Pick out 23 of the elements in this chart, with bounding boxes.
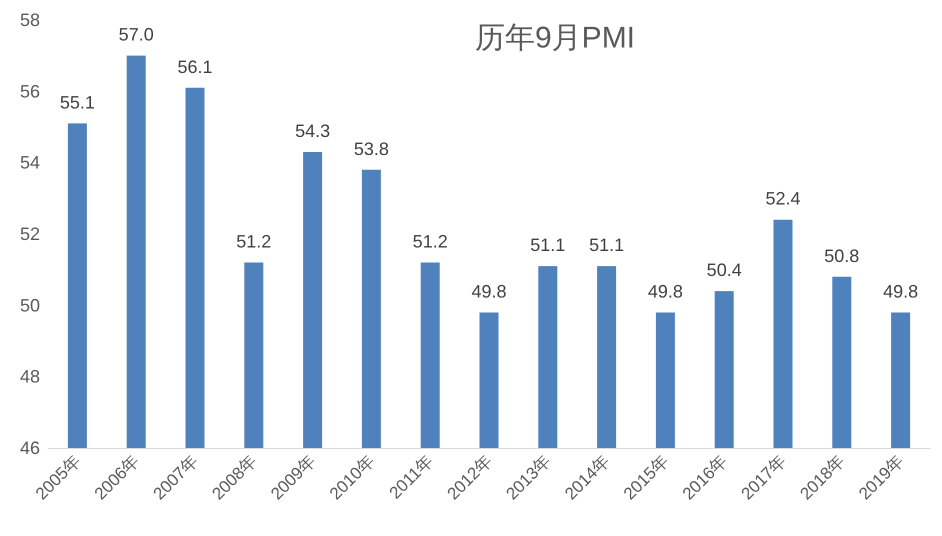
data-label: 49.8 bbox=[471, 281, 507, 302]
y-tick-label: 52 bbox=[20, 224, 40, 244]
data-label: 49.8 bbox=[648, 281, 683, 302]
data-label: 52.4 bbox=[765, 188, 801, 209]
data-label: 51.1 bbox=[530, 235, 566, 256]
y-tick-label: 54 bbox=[20, 152, 40, 173]
data-label: 57.0 bbox=[118, 24, 154, 45]
y-tick-label: 46 bbox=[20, 438, 40, 458]
data-label: 55.1 bbox=[60, 92, 95, 112]
data-label: 51.1 bbox=[589, 235, 624, 256]
data-label: 56.1 bbox=[177, 56, 213, 77]
data-label: 50.8 bbox=[824, 246, 860, 266]
data-label: 49.8 bbox=[883, 281, 918, 302]
data-label: 50.4 bbox=[706, 260, 742, 280]
y-tick-label: 50 bbox=[20, 295, 40, 316]
data-label: 54.3 bbox=[295, 120, 330, 141]
chart-title: 历年9月PMI bbox=[475, 22, 636, 54]
data-label: 51.2 bbox=[236, 232, 272, 252]
data-label: 51.2 bbox=[412, 232, 448, 252]
y-tick-label: 56 bbox=[20, 81, 40, 102]
y-tick-label: 48 bbox=[20, 366, 40, 387]
data-label: 53.8 bbox=[354, 138, 389, 159]
y-tick-label: 58 bbox=[20, 10, 40, 30]
